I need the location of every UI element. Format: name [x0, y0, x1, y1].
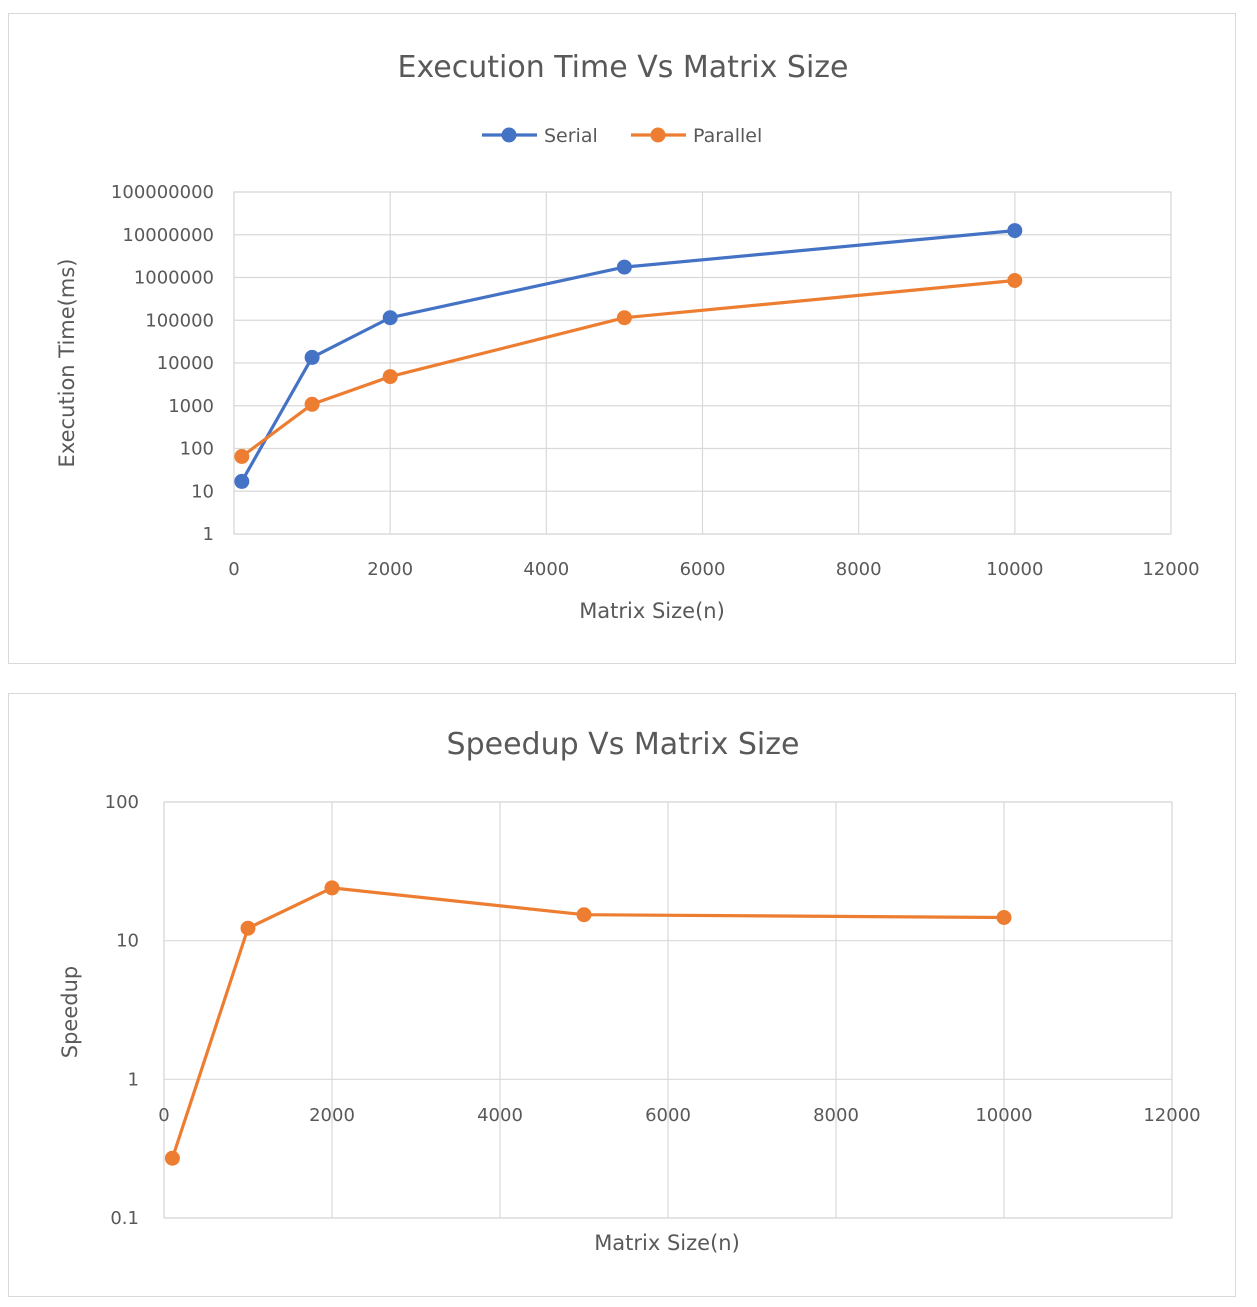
- gridlines: [233, 191, 1172, 535]
- legend-serial-marker: [501, 127, 517, 143]
- x-axis-ticks: 0 2000 4000 6000 8000 10000 12000: [158, 1105, 1200, 1126]
- y-tick-label: 10: [116, 931, 139, 952]
- y-axis-title: Speedup: [58, 966, 82, 1058]
- data-point-serial[interactable]: [234, 473, 250, 489]
- data-point-speedup[interactable]: [324, 880, 340, 896]
- plot-area: [163, 801, 1173, 1219]
- legend-serial-label: Serial: [544, 125, 598, 147]
- x-tick-label: 6000: [645, 1105, 691, 1126]
- y-tick-label: 1000000: [134, 268, 214, 289]
- x-tick-label: 0: [158, 1105, 169, 1126]
- x-tick-label: 0: [228, 559, 239, 580]
- y-tick-label: 100: [105, 792, 139, 813]
- data-point-serial[interactable]: [382, 310, 398, 326]
- data-point-serial[interactable]: [616, 259, 632, 275]
- legend-item-serial[interactable]: Serial: [482, 125, 598, 147]
- data-point-speedup[interactable]: [164, 1150, 180, 1166]
- execution-time-chart-panel: Execution Time Vs Matrix Size Serial Par…: [8, 13, 1236, 664]
- y-tick-label: 1000: [168, 396, 214, 417]
- legend-parallel-marker: [650, 127, 666, 143]
- series-layer: [234, 223, 1023, 489]
- y-tick-label: 10: [191, 481, 214, 502]
- legend-item-parallel[interactable]: Parallel: [631, 125, 762, 147]
- data-point-speedup[interactable]: [996, 910, 1012, 925]
- legend-parallel-label: Parallel: [693, 125, 762, 147]
- x-tick-label: 4000: [523, 559, 569, 580]
- legend: Serial Parallel: [482, 125, 762, 147]
- data-point-speedup[interactable]: [576, 907, 592, 923]
- data-point-parallel[interactable]: [616, 310, 632, 326]
- x-tick-label: 10000: [975, 1105, 1032, 1126]
- series-line-speedup: [170, 886, 1005, 1159]
- data-point-speedup[interactable]: [240, 920, 256, 936]
- data-point-parallel[interactable]: [234, 449, 250, 464]
- chart-title: Speedup Vs Matrix Size: [447, 727, 800, 762]
- y-tick-label: 100000: [145, 310, 214, 331]
- execution-time-chart: Execution Time Vs Matrix Size Serial Par…: [55, 50, 1200, 623]
- x-tick-label: 8000: [836, 559, 882, 580]
- x-axis-title: Matrix Size(n): [594, 1231, 740, 1255]
- y-tick-label: 0.1: [110, 1208, 139, 1229]
- y-axis-ticks: 0.1 1 10 100: [105, 792, 139, 1229]
- speedup-chart-panel: Speedup Vs Matrix Size 0.1 1 10 100 0 2000 40…: [8, 693, 1236, 1297]
- x-tick-label: 8000: [813, 1105, 859, 1126]
- y-tick-label: 100000000: [111, 182, 214, 203]
- y-tick-label: 10000: [157, 353, 214, 374]
- speedup-chart: Speedup Vs Matrix Size 0.1 1 10 100 0 2000 40…: [58, 727, 1201, 1255]
- data-point-serial[interactable]: [1007, 223, 1023, 239]
- data-point-parallel[interactable]: [1007, 273, 1023, 288]
- data-point-parallel[interactable]: [304, 396, 320, 412]
- data-point-serial[interactable]: [304, 349, 320, 365]
- y-tick-label: 100: [180, 439, 214, 460]
- x-tick-label: 10000: [986, 559, 1043, 580]
- y-axis-ticks: 1 10 100 1000 10000 100000 1000000 10000000 1000…: [111, 182, 214, 545]
- y-tick-label: 1: [203, 524, 214, 545]
- plot-area: [233, 191, 1172, 535]
- x-tick-label: 6000: [680, 559, 726, 580]
- x-tick-label: 2000: [309, 1105, 355, 1126]
- gridlines: [163, 801, 1173, 1219]
- x-axis-title: Matrix Size(n): [579, 599, 725, 623]
- y-tick-label: 10000000: [122, 225, 214, 246]
- data-point-parallel[interactable]: [382, 369, 398, 385]
- x-tick-label: 4000: [477, 1105, 523, 1126]
- x-tick-label: 12000: [1143, 1105, 1200, 1126]
- x-tick-label: 2000: [367, 559, 413, 580]
- series-layer: [164, 880, 1012, 1166]
- chart-title: Execution Time Vs Matrix Size: [398, 50, 849, 85]
- series-line-parallel: [240, 278, 1015, 458]
- x-axis-ticks: 0 2000 4000 6000 8000 10000 12000: [228, 559, 1199, 580]
- y-tick-label: 1: [128, 1069, 139, 1090]
- x-tick-label: 12000: [1142, 559, 1199, 580]
- y-axis-title: Execution Time(ms): [55, 259, 79, 468]
